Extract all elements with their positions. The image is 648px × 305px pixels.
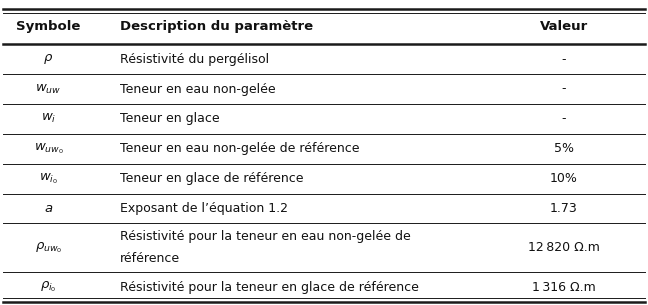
Text: Teneur en glace de référence: Teneur en glace de référence <box>120 172 303 185</box>
Text: Description du paramètre: Description du paramètre <box>120 20 313 33</box>
Text: $w_{uw}$: $w_{uw}$ <box>36 82 62 95</box>
Text: Symbole: Symbole <box>16 20 81 33</box>
Text: 5%: 5% <box>554 142 573 155</box>
Text: Résistivité du pergélisol: Résistivité du pergélisol <box>120 53 269 66</box>
Text: 1.73: 1.73 <box>550 202 577 215</box>
Text: $w_{i_0}$: $w_{i_0}$ <box>39 171 58 186</box>
Text: -: - <box>562 112 566 125</box>
Text: $w_{i}$: $w_{i}$ <box>41 112 56 125</box>
Text: -: - <box>562 53 566 66</box>
Text: 1 316 Ω.m: 1 316 Ω.m <box>532 281 596 293</box>
Text: $a$: $a$ <box>44 202 53 215</box>
Text: référence: référence <box>120 253 180 265</box>
Text: Résistivité pour la teneur en eau non-gelée de: Résistivité pour la teneur en eau non-ge… <box>120 230 411 243</box>
Text: $\rho_{uw_0}$: $\rho_{uw_0}$ <box>35 240 62 255</box>
Text: 12 820 Ω.m: 12 820 Ω.m <box>528 241 599 254</box>
Text: Teneur en eau non-gelée: Teneur en eau non-gelée <box>120 83 275 95</box>
Text: Teneur en eau non-gelée de référence: Teneur en eau non-gelée de référence <box>120 142 360 155</box>
Text: $\rho$: $\rho$ <box>43 52 54 66</box>
Text: Exposant de l’équation 1.2: Exposant de l’équation 1.2 <box>120 202 288 215</box>
Text: $\rho_{i_0}$: $\rho_{i_0}$ <box>40 280 57 294</box>
Text: Résistivité pour la teneur en glace de référence: Résistivité pour la teneur en glace de r… <box>120 281 419 293</box>
Text: $w_{uw_0}$: $w_{uw_0}$ <box>34 142 64 156</box>
Text: 10%: 10% <box>550 172 578 185</box>
Text: Valeur: Valeur <box>540 20 588 33</box>
Text: Teneur en glace: Teneur en glace <box>120 112 220 125</box>
Text: -: - <box>562 83 566 95</box>
